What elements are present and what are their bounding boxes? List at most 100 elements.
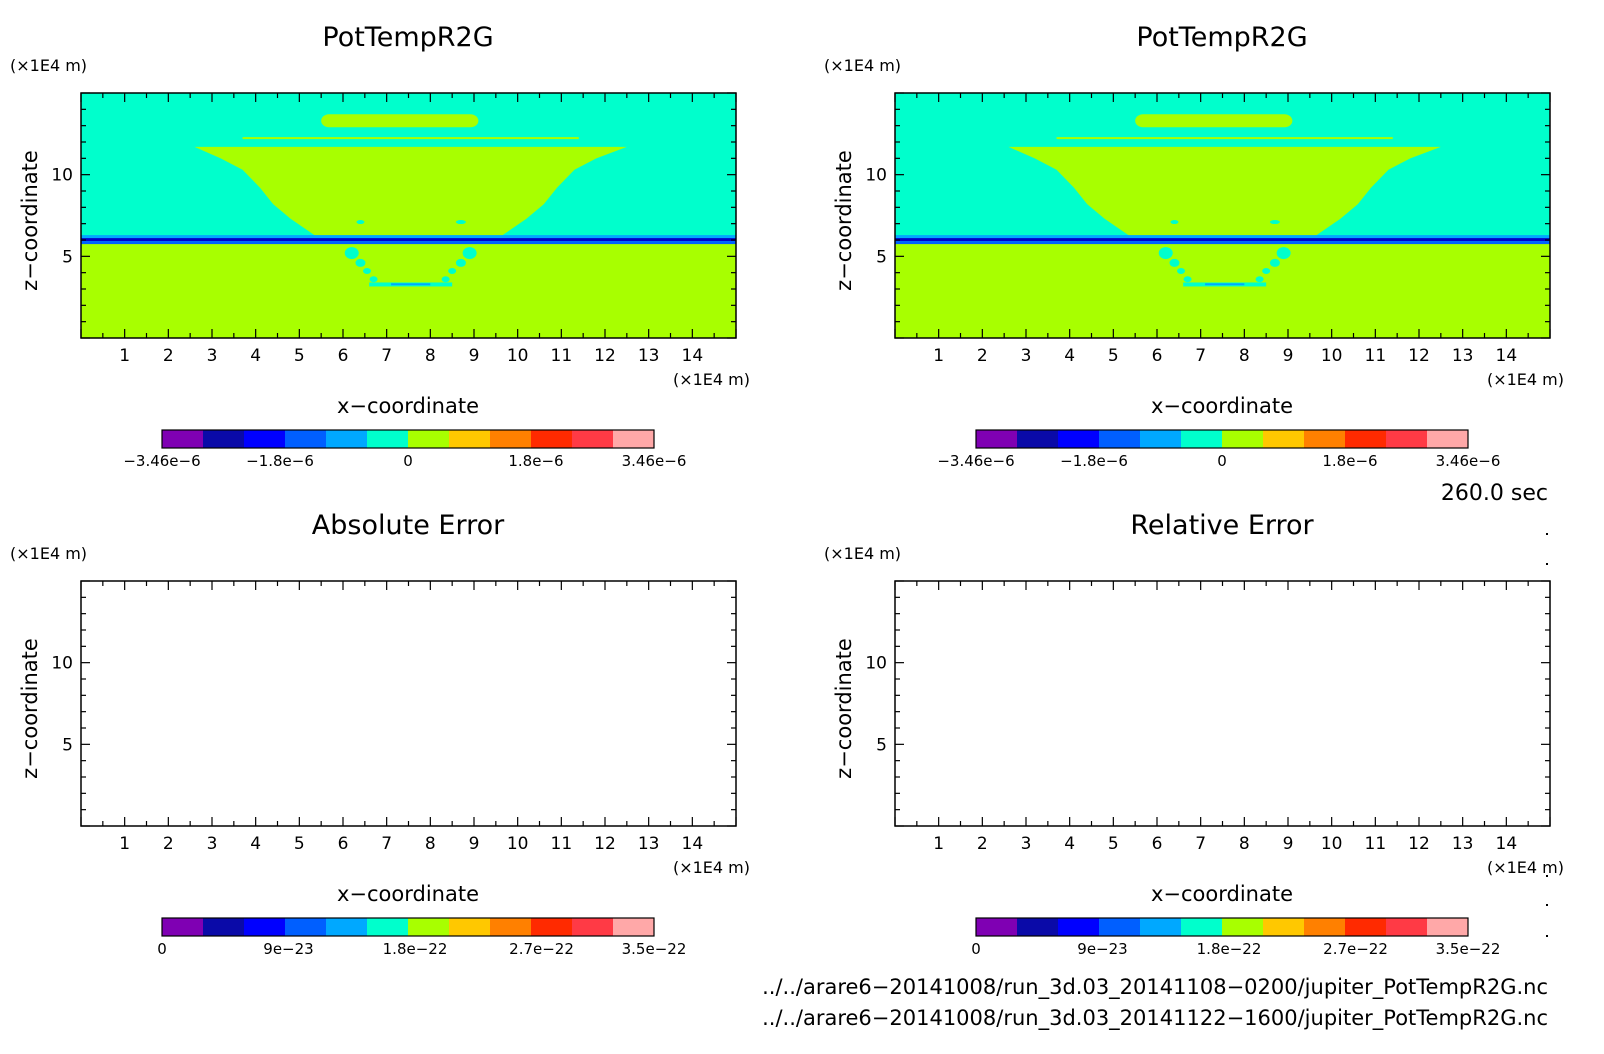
x-tick-label: 3 (207, 834, 218, 854)
colorbar-tick-label: 0 (403, 452, 413, 470)
x-tick-label: 3 (1021, 346, 1032, 366)
x-tick-label: 12 (594, 834, 616, 854)
x-tick-label: 7 (381, 346, 392, 366)
x-tick-label: 14 (682, 346, 704, 366)
right-margin-dots (1546, 533, 1548, 937)
colorbar-segment (449, 430, 491, 448)
colorbar-segment (203, 430, 245, 448)
panel-4: Relative Error(×1E4 m)(×1E4 m)1 2 3 4 5 6 7 8 9 1… (824, 510, 1564, 958)
lower-feature-bar-inner (1205, 283, 1245, 286)
panel-title: Absolute Error (312, 510, 505, 541)
x-tick-label: 8 (425, 346, 436, 366)
colorbar-segment (162, 918, 204, 936)
plume-region (194, 146, 627, 237)
colorbar-segment (244, 918, 286, 936)
colorbar-segment (408, 918, 450, 936)
tick-marks (80, 92, 737, 339)
time-label: 260.0 sec (1441, 481, 1548, 506)
colorbar-tick-label: 0 (1217, 452, 1227, 470)
x-tick-label: 8 (1239, 834, 1250, 854)
colorbar-segment (285, 918, 327, 936)
colorbar-segment (1058, 918, 1100, 936)
colorbar-segment (367, 918, 409, 936)
x-tick-label: 2 (163, 834, 174, 854)
colorbar-segment (976, 918, 1018, 936)
colorbar-segment (1386, 430, 1428, 448)
x-tick-label: 9 (469, 834, 480, 854)
plume-speck (1269, 220, 1280, 225)
y-axis-label: z−coordinate (18, 150, 42, 291)
panel-2: PotTempR2G(×1E4 m)(×1E4 m)1 2 3 4 5 6 7 8 9 10 11 1… (824, 22, 1564, 470)
x-tick-label: 9 (1283, 346, 1294, 366)
colorbar-segment (1345, 430, 1387, 448)
tick-marks (894, 580, 1551, 827)
x-tick-label: 8 (425, 834, 436, 854)
colorbar-segment (1304, 918, 1346, 936)
x-unit-label: (×1E4 m) (1487, 370, 1564, 389)
y-axis-label: z−coordinate (832, 150, 856, 291)
x-tick-label: 7 (1195, 834, 1206, 854)
field-lower-layer (895, 241, 1550, 338)
lower-feature-dot (1158, 247, 1173, 260)
y-unit-label: (×1E4 m) (10, 56, 87, 75)
tick-marks (894, 92, 1551, 339)
x-tick-label: 11 (1365, 834, 1387, 854)
x-axis-label: x−coordinate (337, 394, 479, 418)
lower-feature-dot (455, 258, 466, 267)
band-mid (81, 241, 736, 245)
band-light (895, 235, 1550, 239)
plume-speck (455, 220, 466, 225)
plot-frame (80, 580, 737, 827)
lower-feature-dot (369, 276, 378, 283)
colorbar-tick-label: 9e−23 (263, 940, 313, 958)
colorbar-segment (1017, 918, 1059, 936)
colorbar-tick-label: 3.46e−6 (1436, 452, 1501, 470)
colorbar-segment (1427, 918, 1469, 936)
colorbar-tick-label: 3.5e−22 (622, 940, 687, 958)
colorbar-segment (490, 918, 532, 936)
x-tick-label: 13 (638, 834, 660, 854)
colorbar-frame (161, 429, 655, 449)
contour-field (895, 93, 1550, 338)
x-tick-label: 14 (1496, 346, 1518, 366)
colorbar-tick-label: 1.8e−22 (383, 940, 448, 958)
file-path-2: ../../arare6−20141008/run_3d.03_20141122… (762, 1006, 1548, 1031)
y-unit-label: (×1E4 m) (824, 56, 901, 75)
colorbar-segment (1181, 430, 1223, 448)
colorbar-segment (976, 430, 1018, 448)
colorbar-segment (1222, 918, 1264, 936)
x-tick-label: 2 (977, 834, 988, 854)
x-tick-label: 4 (1064, 346, 1075, 366)
lower-feature-dot (344, 247, 359, 260)
x-tick-label: 9 (1283, 834, 1294, 854)
colorbar-tick-label: −1.8e−6 (1060, 452, 1128, 470)
x-tick-label: 14 (682, 834, 704, 854)
x-tick-label: 9 (469, 346, 480, 366)
x-tick-label: 14 (1496, 834, 1518, 854)
y-unit-label: (×1E4 m) (824, 544, 901, 563)
panel-title: PotTempR2G (322, 22, 493, 53)
x-tick-label: 4 (250, 834, 261, 854)
colorbar-tick-label: 2.7e−22 (1323, 940, 1388, 958)
x-tick-label: 1 (933, 346, 944, 366)
colorbar: 0 9e−23 1.8e−22 2.7e−22 3.5e−22 (971, 917, 1500, 958)
lower-feature-dot (1255, 276, 1264, 283)
x-tick-label: 5 (294, 346, 305, 366)
colorbar-tick-label: 9e−23 (1077, 940, 1127, 958)
x-axis-label: x−coordinate (1151, 394, 1293, 418)
x-tick-label: 6 (338, 834, 349, 854)
colorbar-segment (326, 918, 368, 936)
x-tick-label: 13 (638, 346, 660, 366)
x-tick-label: 11 (1365, 346, 1387, 366)
plot-frame (894, 580, 1551, 827)
plume-region (1008, 146, 1441, 237)
colorbar-segment (531, 430, 573, 448)
x-tick-label: 1 (119, 834, 130, 854)
colorbar-segment (1058, 430, 1100, 448)
lower-feature-dot (1276, 247, 1291, 260)
colorbar-segment (244, 430, 286, 448)
x-tick-label: 10 (1321, 346, 1343, 366)
colorbar-segment (1140, 918, 1182, 936)
x-unit-label: (×1E4 m) (673, 370, 750, 389)
lower-feature-dot (355, 258, 366, 267)
